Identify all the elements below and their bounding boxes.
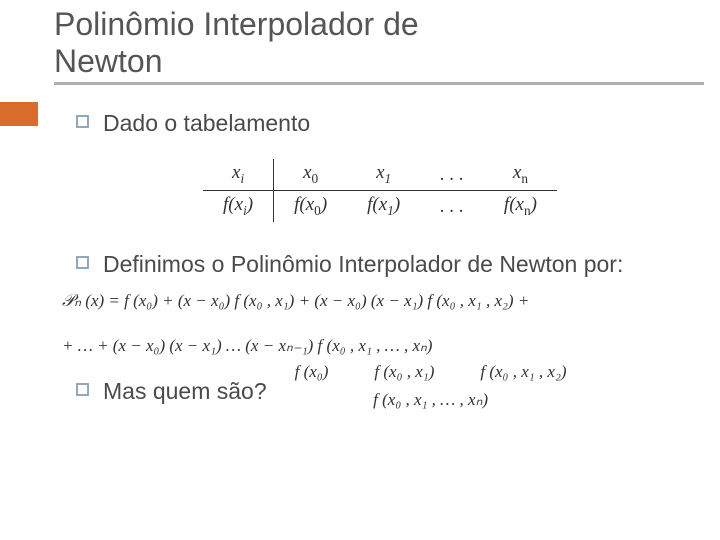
cell-fx0: f(x0) — [274, 191, 348, 222]
bullet-1: Dado o tabelamento — [76, 109, 684, 138]
table-wrap: xi x0 x1 . . . xn f(xi) f(x0) f(x1) . . … — [76, 159, 684, 222]
formula-line-1: 𝒫ₙ (x) = f (x₀) + (x − x₀) f (x₀ , x₁) +… — [62, 287, 684, 316]
cell-x1: x1 — [347, 159, 420, 190]
terms-pair-1: f (x₀) f (x₀ , x₁) f (x₀ , x₁ , x₂) — [295, 362, 567, 382]
bullet-icon — [76, 115, 89, 128]
cell-x0: x0 — [274, 159, 348, 190]
bullet-1-text: Dado o tabelamento — [103, 109, 310, 138]
term-fx01: f (x₀ , x₁) — [374, 362, 434, 382]
bullet-3-text: Mas quem são? — [103, 377, 267, 406]
page-title-line1: Polinômio Interpolador de — [54, 6, 720, 43]
bullet-2: Definimos o Polinômio Interpolador de Ne… — [76, 250, 684, 279]
cell-fxi: f(xi) — [203, 191, 274, 222]
term-fx0: f (x₀) — [295, 362, 329, 382]
term-fx012: f (x₀ , x₁ , x₂) — [480, 362, 566, 382]
lower-row: Mas quem são? f (x₀) f (x₀ , x₁) f (x₀ ,… — [76, 372, 684, 410]
cell-dots: . . . — [420, 159, 484, 190]
table-row: xi x0 x1 . . . xn — [203, 159, 557, 190]
terms-block: f (x₀) f (x₀ , x₁) f (x₀ , x₁ , x₂) f (x… — [295, 362, 567, 410]
title-block: Polinômio Interpolador de Newton — [0, 0, 720, 80]
content-area: Dado o tabelamento xi x0 x1 . . . xn f(x… — [0, 85, 720, 411]
cell-fdots: . . . — [420, 191, 484, 222]
table-row: f(xi) f(x0) f(x1) . . . f(xn) — [203, 191, 557, 222]
cell-fxn: f(xn) — [484, 191, 557, 222]
cell-xn: xn — [484, 159, 557, 190]
data-table: xi x0 x1 . . . xn f(xi) f(x0) f(x1) . . … — [203, 159, 557, 222]
cell-xi: xi — [203, 159, 274, 190]
formula-block: 𝒫ₙ (x) = f (x₀) + (x − x₀) f (x₀ , x₁) +… — [62, 287, 684, 361]
bullet-2-text: Definimos o Polinômio Interpolador de Ne… — [103, 250, 623, 279]
term-fx0n: f (x₀ , x₁ , … , xₙ) — [373, 390, 488, 410]
bullet-3: Mas quem são? — [76, 377, 267, 406]
bullet-icon — [76, 383, 89, 396]
cell-fx1: f(x1) — [347, 191, 420, 222]
formula-line-2: + … + (x − x₀) (x − x₁) … (x − xₙ₋₁) f (… — [62, 332, 684, 361]
page-title-line2: Newton — [54, 43, 720, 80]
terms-pair-2: f (x₀ , x₁ , … , xₙ) — [295, 390, 567, 410]
accent-bar — [0, 102, 38, 126]
bullet-icon — [76, 256, 89, 269]
